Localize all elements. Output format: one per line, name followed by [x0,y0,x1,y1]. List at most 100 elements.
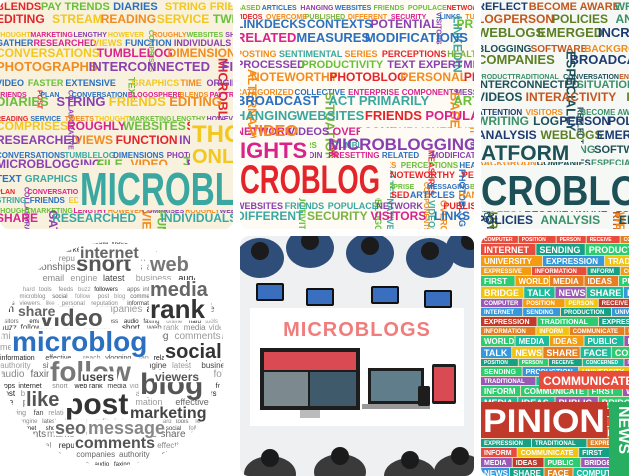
cloud-word: feeds [59,287,74,293]
cloud-word: POPULACE [425,108,474,123]
cloud-word: FIRST [484,277,507,286]
cloud-word: WEBSITES [335,5,372,12]
cloud-word: BASED [240,5,261,12]
cloud-word: TWEETS [213,12,233,26]
cloud-word: GRAPHICS [25,174,78,185]
cloud-word: COMPANIES [481,52,555,67]
big-word-2: ATFORM [481,142,569,165]
cloud-word: TRADITIONAL [608,257,629,266]
result-tile-2[interactable]: BASEDARTICLESHANGINGWEBSITESFRIENDSPOPUL… [240,0,474,229]
cloud-word: WEBLOGS [481,25,544,40]
cloud-word: EXPRESSIVE [484,269,522,275]
cloud-word: ARTICLES [410,190,455,200]
cloud-word: TEXT [0,174,22,185]
cloud-word: STRING [56,94,105,109]
cloud-word: PERSON [568,301,593,307]
cloud-word: VIDEOS [481,90,522,104]
big-word-3: VIDEO [248,123,298,140]
cloud-word: follow [75,294,91,300]
cloud-word: RECEIVE [602,301,628,307]
cloud-word: POSTING [240,49,277,59]
cloud-keyword: message [88,418,165,438]
cloud-word: FACE [584,348,608,358]
cloud-word: FACE [548,469,570,476]
cloud-word: INFORMATION [535,269,577,275]
cloud-word: PERSON [522,360,544,366]
cloud-word: CONCERNED [586,360,619,366]
big-word-2: THO [192,121,233,148]
cloud-word: FIRST [582,450,603,457]
cloud-word: NEWS [484,469,509,476]
result-tile-5[interactable]: MICROBLOGS CREATIVE [240,236,474,476]
cloud-word: PERSONAL [462,170,474,180]
cloud-word: EXPRESSION [484,441,523,447]
cloud-word: POSITION [522,237,546,243]
result-tile-4[interactable]: internetshortwebrankmediavideomicroblogs… [0,236,233,476]
cloud-word: PERSON [503,12,554,26]
cloud-word: TUMBLELOG [97,46,173,60]
cloud-word: SECURITY [307,209,368,223]
cloud-word: IDEAS [516,460,538,467]
cloud-word: ORIGINALLY [207,78,233,88]
cloud-word: FRIENDS [30,196,66,205]
cloud-word: INTERCONNECTED [89,59,210,74]
cloud-word: INTERACTIVITY [526,90,617,104]
cloud-word: FRIENDS [109,94,166,109]
cloud-word: TIME [180,78,202,88]
cloud-word: INFORM [484,387,516,396]
cloud-word: PUBLIC [622,277,629,286]
cloud-word: POTENTIAL [370,17,438,31]
cloud-word: SHARE [546,348,578,358]
big-word-3: NEWS [615,406,629,454]
cloud-word: EDITING [0,12,45,26]
cloud-word: PERCEPTIONS [382,49,447,59]
cloud-word: PUBLIC [588,337,618,346]
cloud-word: GRAPHICS [132,78,180,88]
cloud-word: VIDEO [0,78,24,88]
cloud-word: TRADITIONAL [484,379,525,385]
big-word-2: COMMUNICATE [543,374,629,388]
cloud-word: COMPUTER [484,237,513,243]
cloud-word: VIEWS [74,133,113,147]
cloud-word: INFORM [539,329,563,335]
microblogs-title: MICROBLOGS [283,319,431,341]
cloud-word: SOFTWARE [594,144,629,156]
cloud-word: STREAM [52,12,103,26]
cloud-word: SENTIMENTAL [279,49,343,59]
cloud-word: RECEIVE [590,237,613,243]
cloud-word: CONVERSATIONS [0,46,100,60]
cloud-word: post [98,294,110,300]
cloud-word: TRADITIONAL [541,319,589,326]
cloud-keyword: internet [80,245,139,262]
cloud-word: READING [101,12,156,26]
cloud-keyword: media [150,279,209,301]
cloud-word: SHARE [590,288,622,298]
cloud-word: WORLD [519,277,549,286]
cloud-word: social [52,294,67,300]
cloud-word: COMMUNICATE [521,450,574,457]
cloud-word: COMMUNICATE [573,329,618,335]
cloud-word: RELATED [240,30,296,45]
cloud-word: NEWS [559,288,586,298]
cloud-word: LOG [481,12,503,26]
result-tile-6[interactable]: COMPUTER POSITION PERSON RECEIVE CONCERNED IN… [481,236,629,476]
cloud-keyword: users [82,370,114,384]
microblog-circle-word-cloud-image: internetshortwebrankmediavideomicroblogs… [0,236,233,476]
cloud-word: hard [23,287,35,293]
creative-caption: CREATIVE [260,419,308,428]
cloud-word: MEDIA [519,337,545,346]
cloud-word: EMERGED [537,25,603,40]
cloud-word: PRODUCTION [589,245,629,255]
cloud-word: STRING [0,196,26,205]
cloud-word: EXPRESSION [546,257,598,266]
cloud-word: LINKS [434,209,470,223]
cloud-word: blog [114,294,125,300]
cloud-word: RECEIVE [552,360,575,366]
cloud-word: fan [34,410,44,417]
big-word-3: ONLI [192,146,233,168]
cloud-word: COMPRISES [0,119,68,133]
cloud-word: MODIFICATIONS [365,30,468,45]
